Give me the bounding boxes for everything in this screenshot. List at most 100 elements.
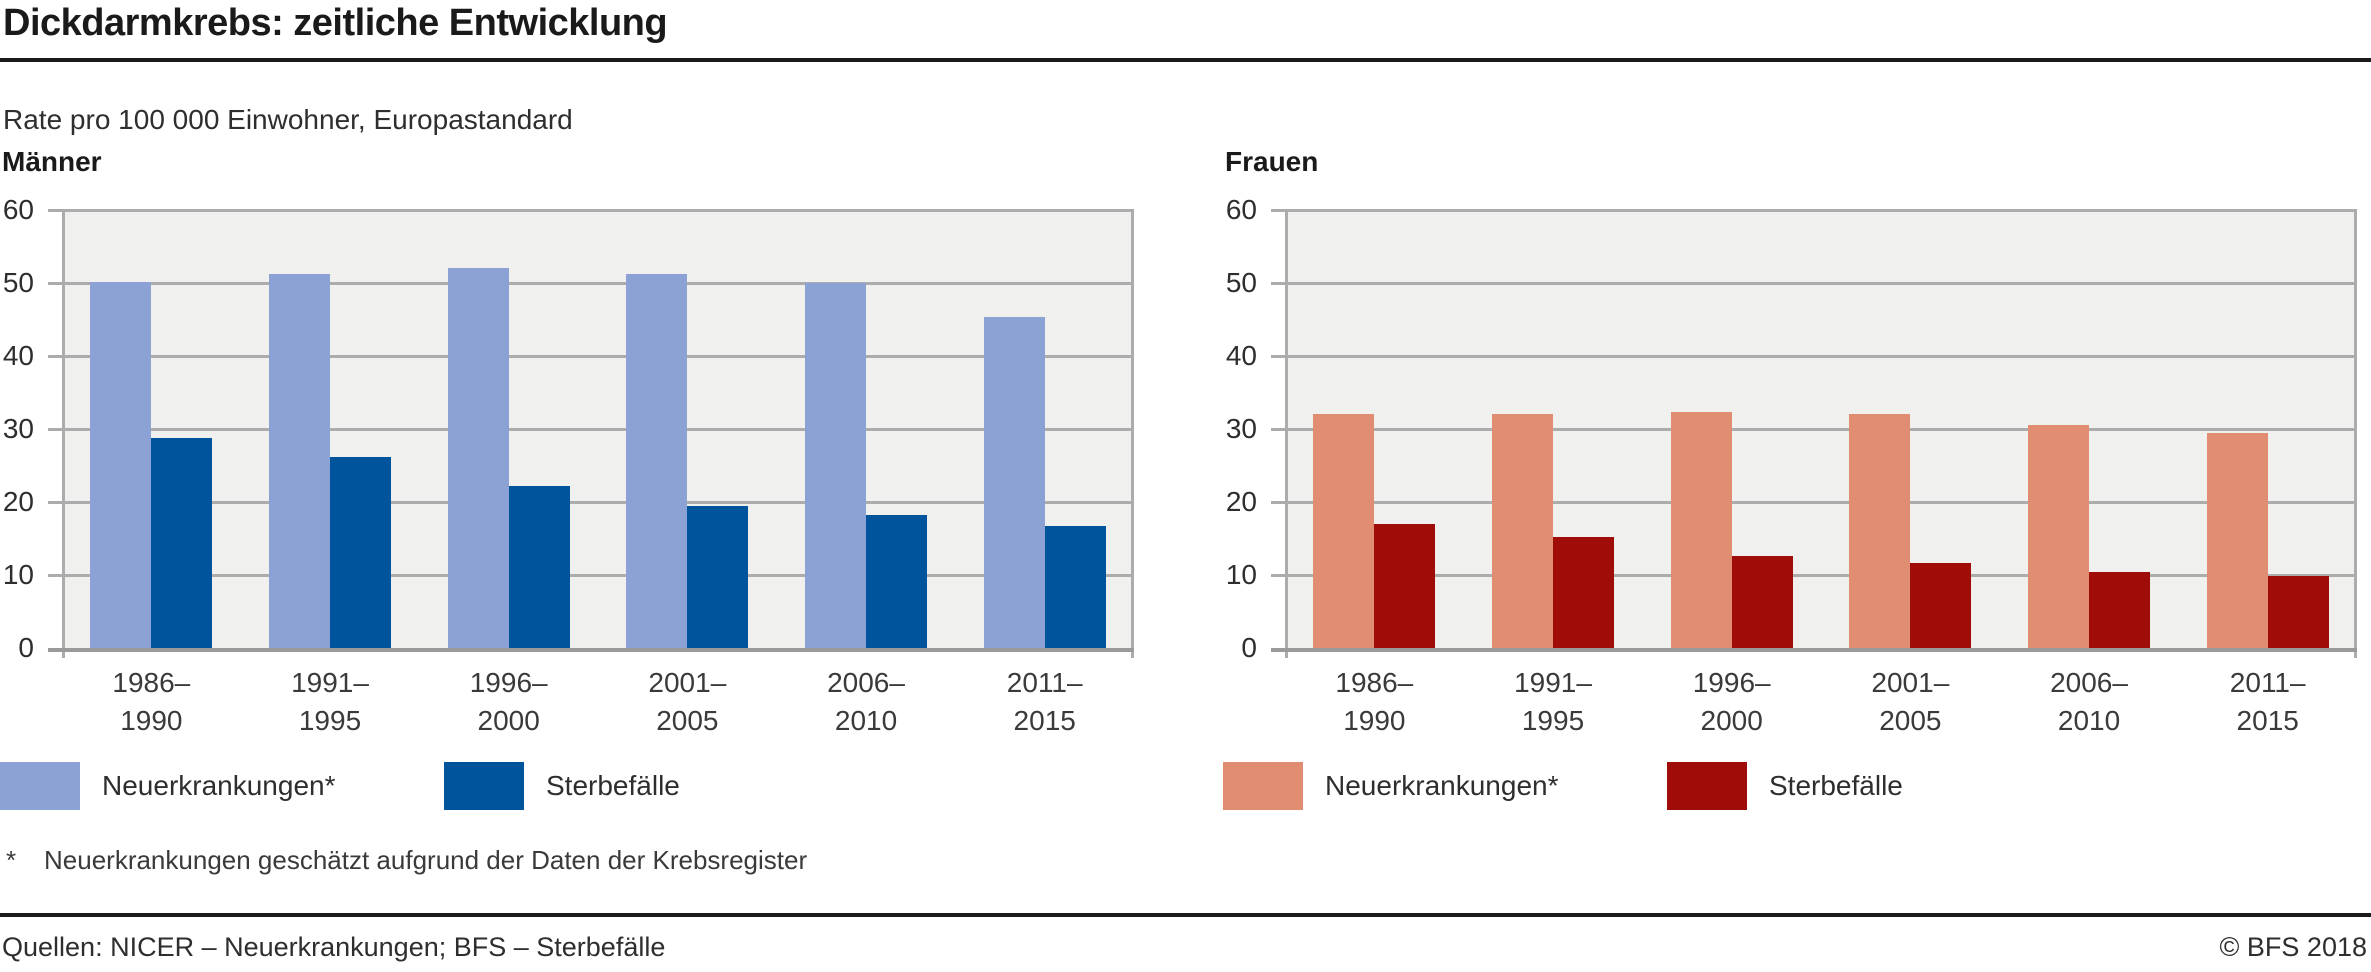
gridline [1285, 500, 2357, 504]
legend-swatch [1223, 762, 1303, 810]
bar [805, 283, 867, 648]
bar [1910, 563, 1972, 648]
panel-title: Männer [2, 146, 102, 177]
x-tick-label-line1: 2001– [648, 667, 727, 698]
bar-group [1642, 210, 1821, 648]
legend-item: Neuerkrankungen* [1223, 762, 1559, 810]
bar [1374, 524, 1436, 648]
copyright-text: © BFS 2018 [2219, 932, 2367, 962]
legend-item: Sterbefälle [444, 762, 680, 810]
y-tick-mark [48, 500, 62, 504]
bar [866, 515, 928, 648]
legend-label: Neuerkrankungen* [102, 770, 336, 801]
x-tick-label-line1: 1991– [291, 667, 369, 698]
bar [2206, 433, 2268, 648]
y-tick-label: 60 [1225, 194, 1257, 225]
x-tick-label-line1: 2011– [2229, 667, 2306, 698]
bar [1553, 537, 1614, 648]
bar [983, 317, 1045, 648]
plot-area [1271, 208, 2357, 658]
page-title: Dickdarmkrebs: zeitliche Entwicklung [3, 2, 668, 44]
footer-rule [0, 913, 2371, 917]
footnote-marker: * [6, 845, 17, 875]
footnote: * Neuerkrankungen geschätzt aufgrund der… [6, 845, 807, 876]
x-tick-label: 2011– 2015 [955, 664, 1134, 740]
bar [330, 457, 391, 648]
gridline [1285, 354, 2357, 358]
x-tick-label: 1991– 1995 [241, 664, 420, 740]
y-tick-mark [1271, 281, 1285, 285]
x-tick-label: 2006– 2010 [777, 664, 956, 740]
legend: Neuerkrankungen* Sterbefälle [0, 762, 1134, 812]
x-tick-label-line2: 2010 [2057, 705, 2121, 736]
bar [151, 438, 213, 648]
bar [1313, 414, 1375, 648]
bar [2267, 576, 2329, 648]
x-tick-label-line1: 2011– [1006, 667, 1083, 698]
x-tick-label: 2011– 2015 [2178, 664, 2357, 740]
y-tick-label: 60 [2, 194, 34, 225]
y-tick-label: 50 [2, 267, 34, 298]
x-tick-label-line2: 2010 [834, 705, 898, 736]
plot-border-right [1131, 210, 1134, 658]
bar [2089, 572, 2151, 648]
legend-label: Sterbefälle [1769, 770, 1903, 801]
bar [508, 486, 570, 648]
legend-swatch [0, 762, 80, 810]
y-tick-label: 10 [1225, 559, 1257, 590]
x-tick-label-line2: 1995 [298, 705, 362, 736]
y-tick-mark [1271, 500, 1285, 504]
bar-group [62, 210, 241, 648]
axis-unit-subtitle: Rate pro 100 000 Einwohner, Europastanda… [3, 104, 573, 135]
y-tick-label: 30 [1225, 413, 1257, 444]
gridline [62, 208, 1134, 212]
x-tick-label: 2001– 2005 [1821, 664, 2000, 740]
gridline [1285, 427, 2357, 431]
gridline [1285, 281, 2357, 285]
y-tick-label: 50 [1225, 267, 1257, 298]
y-tick-label: 40 [2, 340, 34, 371]
y-tick-label: 20 [2, 486, 34, 517]
gridline [62, 427, 1134, 431]
panel-title: Frauen [1225, 146, 1319, 177]
bar [1492, 414, 1553, 648]
x-tick-label-line1: 2006– [2050, 667, 2128, 698]
gridline [1285, 573, 2357, 577]
bar [626, 274, 688, 648]
x-tick-label-line1: 1996– [469, 667, 548, 698]
legend-swatch [1667, 762, 1747, 810]
y-tick-label: 30 [2, 413, 34, 444]
bar [90, 282, 152, 648]
x-tick-label-line1: 1986– [1335, 667, 1414, 698]
x-tick-label-line2: 1990 [1343, 705, 1406, 736]
bar-group [2000, 210, 2179, 648]
x-axis-line [48, 648, 1134, 652]
y-tick-mark [48, 354, 62, 358]
gridline [62, 354, 1134, 358]
chart-panel-frauen: Frauen 0 10 20 30 40 50 60 1986– 1990 1991– 1995 1… [1223, 0, 2357, 920]
plot-area [48, 208, 1134, 658]
y-tick-mark [48, 281, 62, 285]
bar-group [419, 210, 598, 648]
title-rule [0, 58, 2371, 62]
x-tick-label-line2: 1995 [1521, 705, 1585, 736]
gridline [62, 573, 1134, 577]
gridline [62, 281, 1134, 285]
x-axis-labels: 1986– 1990 1991– 1995 1996– 2000 2001– 2005 2006… [62, 664, 1134, 740]
chart-panel-maenner: Männer 0 10 20 30 40 50 60 1986– 1990 1991– 1995 1… [0, 0, 1134, 920]
bar [1670, 412, 1732, 648]
x-tick-label-line2: 2005 [656, 705, 719, 736]
sources-text: Quellen: NICER – Neuerkrankungen; BFS – … [2, 932, 666, 962]
x-tick-label-line1: 2001– [1871, 667, 1950, 698]
bar [687, 506, 749, 648]
x-tick-label-line2: 2000 [1700, 705, 1763, 736]
y-tick-mark [48, 427, 62, 431]
bar [1044, 526, 1106, 648]
x-tick-label: 1996– 2000 [419, 664, 598, 740]
plot-border-left [1285, 210, 1288, 658]
y-axis: 0 10 20 30 40 50 60 [0, 194, 34, 663]
bar [269, 274, 330, 648]
legend-label: Sterbefälle [546, 770, 680, 801]
bar [1731, 556, 1793, 648]
